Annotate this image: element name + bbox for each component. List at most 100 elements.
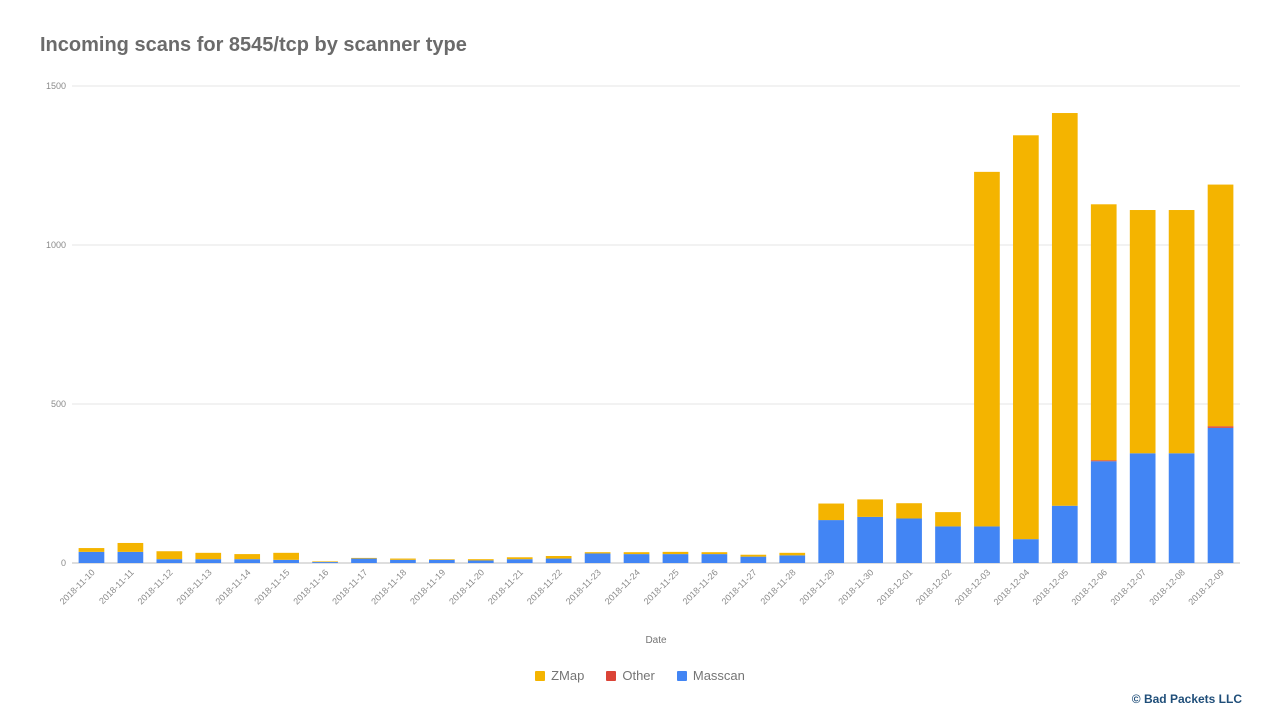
x-tick-label: 2018-11-27 [720,567,759,606]
bar-segment-masscan [467,560,494,563]
bar-segment-masscan [1207,427,1234,563]
bar-segment-zmap [584,552,611,554]
bar-segment-masscan [818,520,845,563]
bar-segment-zmap [779,552,806,556]
bar-segment-zmap [273,552,299,560]
bar-segment-masscan [584,553,611,563]
bar-segment-zmap [818,503,845,521]
bar-segment-masscan [701,554,728,563]
x-tick-label: 2018-11-16 [291,567,330,606]
bar-segment-zmap [974,171,1000,527]
bar-segment-masscan [1013,539,1039,563]
y-tick-label: 500 [51,399,66,409]
legend-item-zmap: ZMap [535,668,584,683]
legend-swatch [535,670,546,681]
bar-segment-zmap [545,556,572,559]
bar-segment-zmap [896,503,922,519]
bar-segment-zmap [740,554,767,557]
bar-segment-zmap [195,552,222,560]
y-tick-label: 1500 [46,81,66,91]
y-tick-label: 0 [61,558,66,568]
x-tick-label: 2018-12-01 [875,567,915,607]
bar-segment-masscan [312,562,338,563]
x-tick-label: 2018-11-10 [58,567,97,606]
bar-segment-masscan [234,559,261,563]
bar-segment-masscan [896,518,922,563]
legend-swatch [676,670,687,681]
copyright-credit: © Bad Packets LLC [1131,692,1242,706]
bar-segment-zmap [1207,184,1234,427]
bar-segment-masscan [429,559,455,563]
bar-segment-zmap [156,551,183,560]
legend-item-masscan: Masscan [676,668,745,683]
legend: ZMap Other Masscan [0,668,1280,683]
x-axis-ticks: 2018-11-10 2018-11-11 2018-11-12 2018-11-13… [58,567,1226,607]
x-tick-label: 2018-11-23 [564,567,603,606]
bar-segment-masscan [740,556,767,563]
bar-segment-other [1090,460,1117,462]
bar-segment-masscan [974,526,1000,563]
bar-segment-zmap [390,558,416,560]
bar-segment-zmap [662,551,689,555]
bar-segment-masscan [78,551,105,563]
bar-segment-masscan [623,554,650,563]
x-tick-label: 2018-11-15 [252,567,291,606]
x-tick-label: 2018-11-18 [369,567,408,606]
bar-segment-other [1207,426,1234,428]
bar-segment-zmap [467,559,494,561]
bar-segment-zmap [1090,204,1117,461]
bar-segment-masscan [935,526,961,563]
bar-segment-masscan [117,551,144,563]
x-tick-label: 2018-11-29 [797,567,836,606]
x-tick-label: 2018-11-22 [525,567,564,606]
bar-segment-zmap [78,548,105,552]
bar-segment-masscan [1090,461,1117,563]
y-tick-label: 1000 [46,240,66,250]
legend-item-other: Other [606,668,655,683]
x-tick-label: 2018-11-17 [330,567,369,606]
x-tick-label: 2018-11-25 [642,567,681,606]
bar-segment-masscan [1168,453,1195,563]
x-tick-label: 2018-12-04 [992,567,1032,607]
x-tick-label: 2018-11-14 [213,567,252,606]
bar-segment-zmap [1051,113,1078,506]
bar-segment-masscan [351,558,377,563]
bar-segment-zmap [1129,210,1156,454]
x-tick-label: 2018-11-30 [836,567,875,606]
bar-segment-masscan [1051,505,1078,563]
legend-swatch [606,670,617,681]
bar-segment-masscan [195,559,222,563]
x-tick-label: 2018-11-20 [447,567,486,606]
bar-segment-zmap [623,552,650,555]
x-tick-label: 2018-11-21 [486,567,525,606]
bar-segment-zmap [1168,210,1195,454]
bar-segment-masscan [506,559,533,563]
bar-segment-zmap [312,561,338,563]
bar-segment-zmap [429,559,455,560]
bar-segment-masscan [156,559,183,563]
x-tick-label: 2018-11-28 [759,567,798,606]
bar-segment-masscan [662,554,689,563]
bar-segment-masscan [779,555,806,563]
y-axis-ticks: 0 500 1000 1500 [46,81,66,568]
x-axis-label: Date [645,635,667,646]
bar-segment-masscan [857,516,883,563]
x-tick-label: 2018-11-13 [175,567,214,606]
bar-segment-zmap [857,499,883,517]
bar-segment-masscan [390,559,416,563]
bar-segment-masscan [273,559,299,563]
x-tick-label: 2018-11-11 [97,567,136,606]
x-tick-label: 2018-12-05 [1031,567,1071,607]
x-tick-label: 2018-12-09 [1186,567,1226,607]
bar-segment-masscan [545,558,572,563]
bar-segment-masscan [1129,453,1156,563]
bar-segment-zmap [506,557,533,560]
x-tick-label: 2018-12-06 [1070,567,1110,607]
x-tick-label: 2018-12-07 [1108,567,1148,607]
x-tick-label: 2018-11-12 [136,567,175,606]
legend-label: Masscan [692,668,745,683]
legend-label: ZMap [551,668,585,683]
chart-title: Incoming scans for 8545/tcp by scanner t… [40,34,467,56]
x-tick-label: 2018-11-24 [603,567,642,606]
